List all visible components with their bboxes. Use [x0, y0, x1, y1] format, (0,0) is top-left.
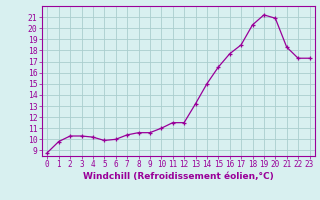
X-axis label: Windchill (Refroidissement éolien,°C): Windchill (Refroidissement éolien,°C) — [83, 172, 274, 181]
